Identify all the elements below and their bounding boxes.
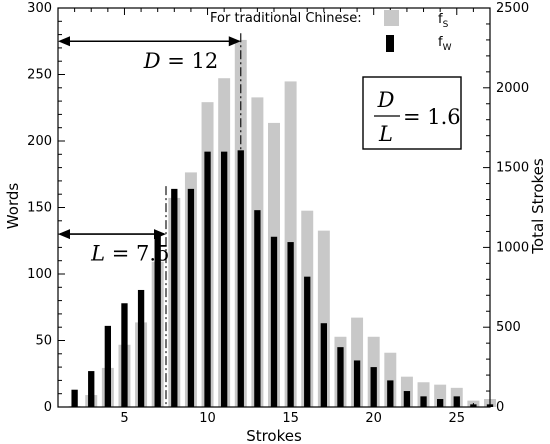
fw-bar-17 [320,323,328,407]
y-tick-label-left: 250 [27,68,52,83]
fw-bar-5 [121,303,128,407]
fw-bar-7 [154,232,161,407]
y-tick-label-left: 0 [44,400,52,415]
legend-label-fw: fW [438,35,452,53]
y-tick-label-right: 500 [496,320,521,335]
fw-bar-14 [270,236,278,407]
ratio-box [362,76,462,150]
D-arrow-head-right [228,36,241,47]
fw-bar-8 [171,188,178,407]
fs-bar-21 [384,352,397,407]
fw-bar-10 [204,151,211,407]
y-tick-label-right: 0 [496,400,504,415]
fw-bar-4 [104,325,112,407]
fw-bar-21 [387,380,394,407]
D-arrow-head-left [58,36,70,47]
L-arrow-head-right [154,229,166,240]
L-arrow-head-left [58,229,70,240]
x-axis-label: Strokes [246,427,302,444]
fw-bar-9 [187,188,195,407]
y-tick-label-right: 1500 [496,161,529,176]
fw-bar-16 [304,276,311,407]
y-axis-label-right: Total Strokes [529,158,547,255]
D-label: D = 12 [143,49,219,73]
fw-bar-6 [137,289,145,407]
fw-bar-20 [370,367,377,407]
fw-bar-23 [420,396,427,407]
legend-swatch-fs [384,10,399,26]
legend-title: For traditional Chinese: [210,11,362,26]
x-tick-label: 20 [365,411,382,426]
axes [57,7,491,408]
legend-swatch-fw [386,35,394,52]
x-tick-label: 5 [120,411,128,426]
y-tick-label-left: 100 [27,267,52,282]
ratio-value: = 1.6 [403,105,461,129]
y-tick-label-left: 300 [27,1,52,16]
fw-bars [71,150,494,407]
fw-bar-3 [88,371,95,407]
fw-bar-13 [254,210,261,407]
legend: fS fW [384,10,452,53]
fs-bar-23 [417,382,430,407]
y-tick-label-right: 1000 [496,240,529,255]
fw-bar-22 [403,391,411,407]
fs-bar-24 [434,384,447,407]
annotations: D = 12 L = 7.5 DL = 1.6 [58,33,462,407]
ratio-numerator: D [377,88,395,112]
fs-bar-17 [317,230,330,407]
y-tick-label-left: 150 [27,201,52,216]
y-tick-label-right: 2500 [496,1,529,16]
y-axis-label-left: Words [4,183,22,230]
x-tick-label: 10 [199,411,216,426]
legend-label-fs: fS [438,12,449,30]
ratio-denominator: L [378,122,393,146]
fw-bar-19 [353,360,361,407]
y-tick-label-right: 2000 [496,81,529,96]
fw-bar-15 [287,242,294,407]
fw-bar-18 [337,347,344,407]
x-tick-label: 15 [282,411,299,426]
y-tick-label-left: 50 [35,334,52,349]
tick-labels: 5 10 15 20 250501001502002503000500100015002… [27,1,529,426]
x-tick-label: 25 [448,411,465,426]
y-tick-label-left: 200 [27,134,52,149]
L-label: L = 7.5 [90,242,169,266]
fw-bar-11 [220,151,228,407]
fw-bar-2 [71,389,78,407]
